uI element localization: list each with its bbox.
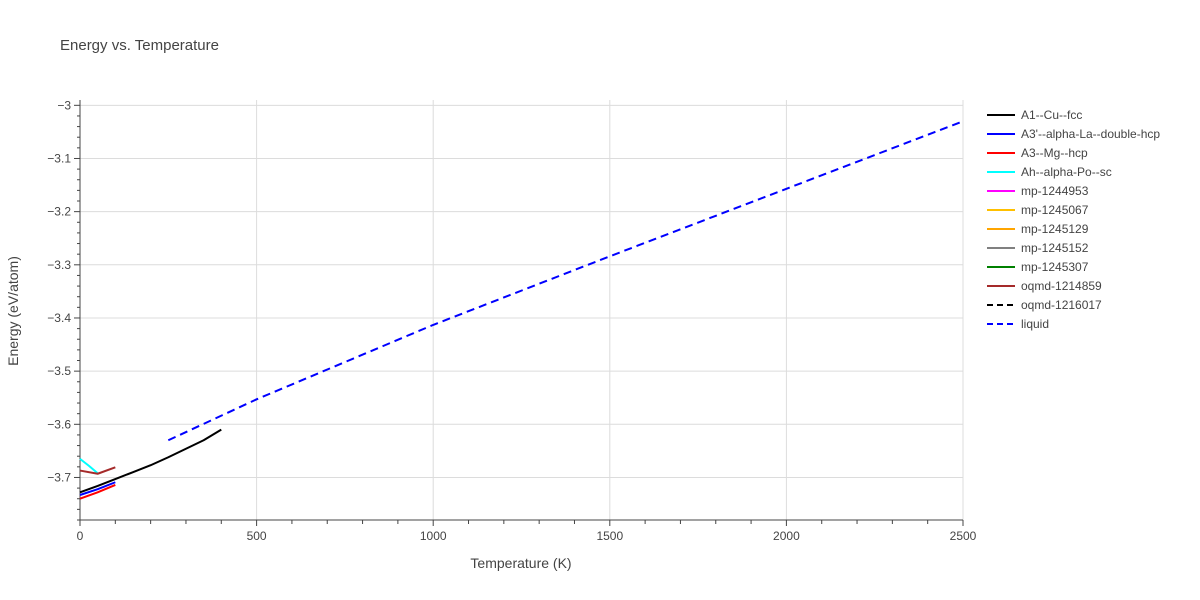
y-tick-label: −3.2 (47, 205, 71, 219)
legend: A1--Cu--fcc A3'--alpha-La--double-hcp A3--… (987, 108, 1160, 331)
x-tick-label: 0 (77, 529, 84, 543)
axes (74, 100, 964, 526)
legend-item[interactable]: mp-1245307 (987, 260, 1089, 274)
series-line-a1-cu-fcc (79, 428, 222, 494)
legend-label: A3--Mg--hcp (1021, 146, 1088, 160)
legend-item[interactable]: oqmd-1216017 (987, 298, 1102, 312)
legend-label: mp-1245129 (1021, 222, 1089, 236)
y-tick-label: −3 (57, 98, 71, 112)
legend-label: mp-1245307 (1021, 260, 1089, 274)
grid-lines (80, 100, 964, 520)
legend-label: mp-1245152 (1021, 241, 1089, 255)
legend-label: A1--Cu--fcc (1021, 108, 1082, 122)
legend-label: A3'--alpha-La--double-hcp (1021, 127, 1160, 141)
legend-item[interactable]: mp-1245067 (987, 203, 1089, 217)
legend-item[interactable]: mp-1244953 (987, 184, 1089, 198)
legend-label: mp-1245067 (1021, 203, 1089, 217)
y-tick-label: −3.3 (47, 258, 71, 272)
x-tick-label: 500 (247, 529, 267, 543)
series-line-oqmd-1214859 (79, 466, 116, 475)
legend-item[interactable]: A1--Cu--fcc (987, 108, 1082, 122)
legend-item[interactable]: A3'--alpha-La--double-hcp (987, 127, 1160, 141)
x-tick-label: 2000 (773, 529, 800, 543)
series-line-liquid (167, 120, 964, 442)
legend-label: liquid (1021, 317, 1049, 331)
plot-area (79, 120, 964, 500)
chart-title: Energy vs. Temperature (60, 37, 219, 54)
series-line-a3-mg-hcp (79, 483, 116, 500)
legend-label: oqmd-1214859 (1021, 279, 1102, 293)
legend-item[interactable]: oqmd-1214859 (987, 279, 1102, 293)
x-tick-label: 2500 (950, 529, 977, 543)
series-line-a3-alpha-la-double-hcp (79, 481, 116, 496)
y-tick-label: −3.6 (47, 417, 71, 431)
legend-item[interactable]: Ah--alpha-Po--sc (987, 165, 1112, 179)
legend-label: oqmd-1216017 (1021, 298, 1102, 312)
legend-item[interactable]: A3--Mg--hcp (987, 146, 1088, 160)
legend-label: Ah--alpha-Po--sc (1021, 165, 1112, 179)
series-line-ah-alpha-po-sc (79, 458, 99, 474)
y-tick-label: −3.1 (47, 151, 71, 165)
tick-labels: 0 500 1000 1500 2000 2500 −3 −3.1 −3.2 −3.3 −3.4 −3… (47, 98, 976, 543)
legend-item[interactable]: mp-1245129 (987, 222, 1089, 236)
legend-item[interactable]: mp-1245152 (987, 241, 1089, 255)
x-axis-title: Temperature (K) (470, 555, 571, 571)
y-axis-title: Energy (eV/atom) (5, 256, 21, 366)
y-tick-label: −3.4 (47, 311, 71, 325)
legend-item[interactable]: liquid (987, 317, 1049, 331)
y-tick-label: −3.7 (47, 470, 71, 484)
y-tick-label: −3.5 (47, 364, 71, 378)
x-tick-label: 1500 (596, 529, 623, 543)
x-tick-label: 1000 (420, 529, 447, 543)
legend-label: mp-1244953 (1021, 184, 1089, 198)
